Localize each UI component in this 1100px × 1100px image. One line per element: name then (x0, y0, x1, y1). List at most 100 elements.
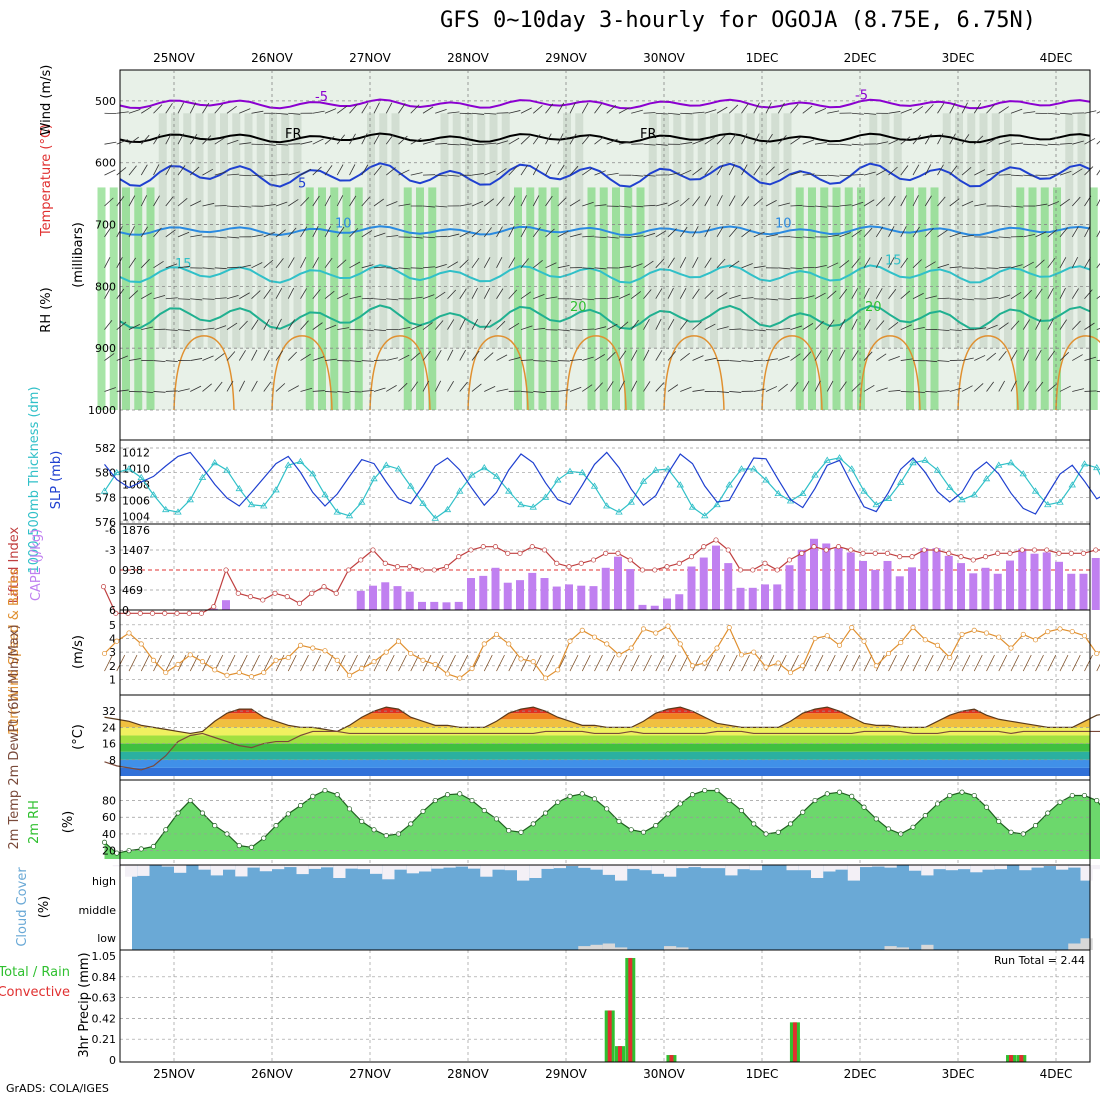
wind-barb (680, 169, 692, 176)
wind-barb (973, 383, 984, 392)
wind10-point (101, 650, 108, 657)
rh-point (665, 811, 671, 817)
dewpt-line (104, 730, 1100, 771)
wind-barb (643, 232, 656, 238)
wind-barb (496, 168, 507, 176)
thickness-point (321, 491, 329, 498)
wind-barb (925, 295, 937, 300)
cape-bar (969, 573, 978, 610)
wind-barb (680, 112, 693, 115)
li-point (431, 567, 437, 573)
wind-barb (361, 102, 369, 114)
wind-barb (631, 205, 644, 208)
thickness-point (897, 478, 905, 485)
wind-barb (508, 257, 516, 269)
li-point (578, 560, 584, 566)
wind-barb (839, 260, 850, 269)
li-point (884, 550, 891, 556)
wind-barb (753, 265, 766, 269)
rh-point (248, 844, 255, 850)
wind-barb (484, 112, 497, 115)
wind-barb (1059, 112, 1072, 115)
li-ytick: 0 (109, 564, 116, 577)
li-point (492, 544, 499, 550)
date-label-top: 26NOV (251, 51, 293, 65)
cloud-low-bar (1080, 938, 1093, 950)
wind-barb (618, 141, 631, 145)
precip-ytick: 1.05 (92, 950, 117, 963)
cloud-high-bar (272, 865, 285, 870)
wind-barb (814, 264, 827, 269)
wind-barb (937, 196, 946, 207)
wind-barb (349, 391, 362, 393)
wind10-barb (937, 654, 946, 672)
wind-barb (1022, 349, 1030, 361)
wind-barb (998, 350, 1007, 361)
precip-axis-label: 3hr Precip (mm) (77, 952, 92, 1057)
wind10-barb (545, 654, 554, 672)
rh-point (1032, 823, 1039, 829)
date-label-bottom: 28NOV (447, 1067, 489, 1081)
wind10-point (432, 661, 438, 667)
wind-barb (1084, 226, 1091, 238)
cloud-high-bar (382, 865, 395, 880)
thickness-point (823, 456, 831, 463)
rh-point (616, 818, 622, 824)
li-point (970, 557, 976, 563)
thickness-point (860, 487, 868, 494)
li-point (529, 544, 535, 550)
wind-barb (667, 351, 677, 361)
li-point (517, 550, 523, 556)
rh-point (836, 789, 843, 795)
wind-barb (655, 230, 667, 238)
wind-barb (373, 102, 380, 114)
slp-line (104, 451, 1100, 515)
wind-barb (324, 136, 335, 145)
wind10-point (261, 670, 267, 676)
wind-barb (839, 232, 851, 238)
wind-barb (569, 298, 582, 301)
wind-barb (373, 133, 381, 145)
wind10-barb (716, 654, 726, 672)
upper-ytick: 800 (95, 280, 116, 293)
wind-barb (778, 355, 790, 361)
cape-bar (491, 567, 500, 610)
slp-axis-label: SLP (mb) (49, 451, 64, 510)
wind-barb (508, 322, 520, 330)
wind-barb (300, 141, 313, 145)
rh-band (697, 113, 706, 349)
wind-barb (961, 298, 974, 301)
wind-barb (471, 383, 482, 392)
wind10-barb (422, 654, 432, 672)
wind-barb (1072, 140, 1084, 145)
rh-band (526, 187, 535, 410)
wind-barb (520, 164, 528, 176)
wind10-barb (667, 654, 677, 672)
thickness-point (541, 493, 550, 500)
rh-point (322, 787, 328, 794)
rh-point (947, 792, 953, 799)
wind10-barb (643, 654, 652, 672)
cape-bar (626, 569, 635, 610)
wind-barb (1035, 288, 1043, 299)
wind-barb (876, 353, 887, 361)
wind-barb (778, 327, 791, 331)
thickness-point (664, 465, 672, 472)
wind10-point (787, 670, 794, 676)
wind10-point (187, 652, 193, 658)
wind-barb (153, 195, 160, 207)
wind-barb (312, 138, 324, 145)
wind-barb (300, 353, 311, 361)
wind-barb (398, 267, 411, 270)
wind10-point (751, 649, 757, 655)
temp-contour-minus5 (119, 98, 1091, 110)
wind-barb (1023, 143, 1036, 146)
wind10-point (824, 633, 830, 639)
wind-barb (226, 139, 239, 145)
cloud-level-label: middle (78, 904, 116, 917)
temp-contour-25 (369, 335, 431, 411)
thickness-point (590, 482, 599, 489)
cape-bar (687, 566, 696, 610)
rh-band (538, 187, 547, 410)
wind-barb (790, 325, 803, 331)
